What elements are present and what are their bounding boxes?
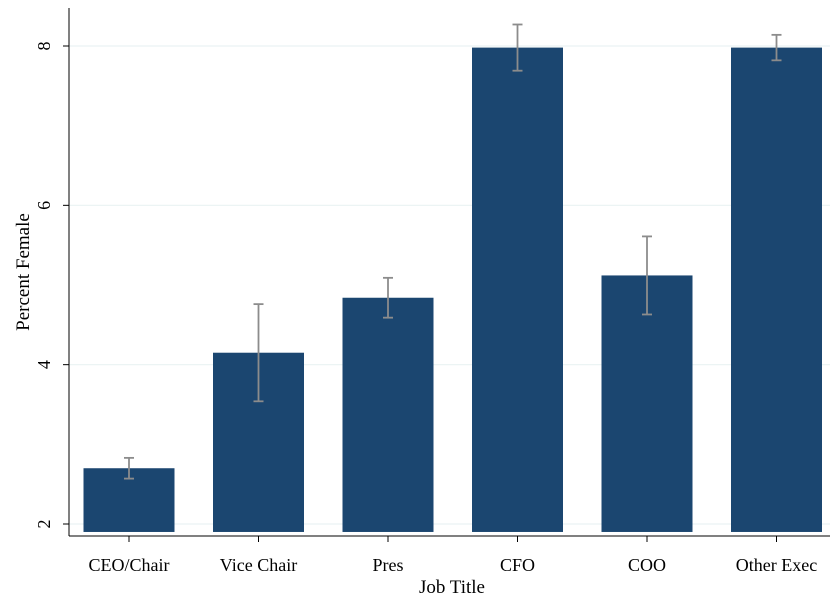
- error-bar-0: [124, 456, 134, 480]
- error-bars: [124, 23, 782, 480]
- x-tick-label: CFO: [500, 555, 535, 575]
- y-tick-label: 8: [34, 42, 54, 51]
- bar-2: [342, 297, 434, 532]
- bars: [83, 47, 822, 532]
- bar-3: [472, 47, 563, 532]
- bar-5: [731, 47, 822, 532]
- y-tick-label: 2: [34, 520, 54, 529]
- bar-4: [601, 275, 693, 532]
- x-tick-label: CEO/Chair: [89, 555, 170, 575]
- x-tick-label: Vice Chair: [220, 555, 297, 575]
- axes: [68, 8, 830, 537]
- y-ticks: 2 4 6 8: [34, 42, 69, 529]
- x-tick-label: Other Exec: [736, 555, 817, 575]
- y-tick-label: 4: [34, 360, 54, 369]
- error-bar-1: [253, 303, 264, 403]
- error-bar-4: [642, 235, 652, 316]
- y-axis-title: Percent Female: [13, 213, 34, 331]
- gridlines: [69, 45, 830, 525]
- x-ticks: CEO/Chair Vice Chair Pres CFO COO Other Exec: [89, 536, 817, 575]
- error-bar-3: [512, 23, 523, 72]
- x-tick-label: Pres: [373, 555, 404, 575]
- y-tick-label: 6: [34, 201, 54, 210]
- error-bar-5: [771, 33, 782, 62]
- x-tick-label: COO: [628, 555, 666, 575]
- error-bar-2: [383, 276, 393, 319]
- x-axis-title: Job Title: [419, 577, 485, 597]
